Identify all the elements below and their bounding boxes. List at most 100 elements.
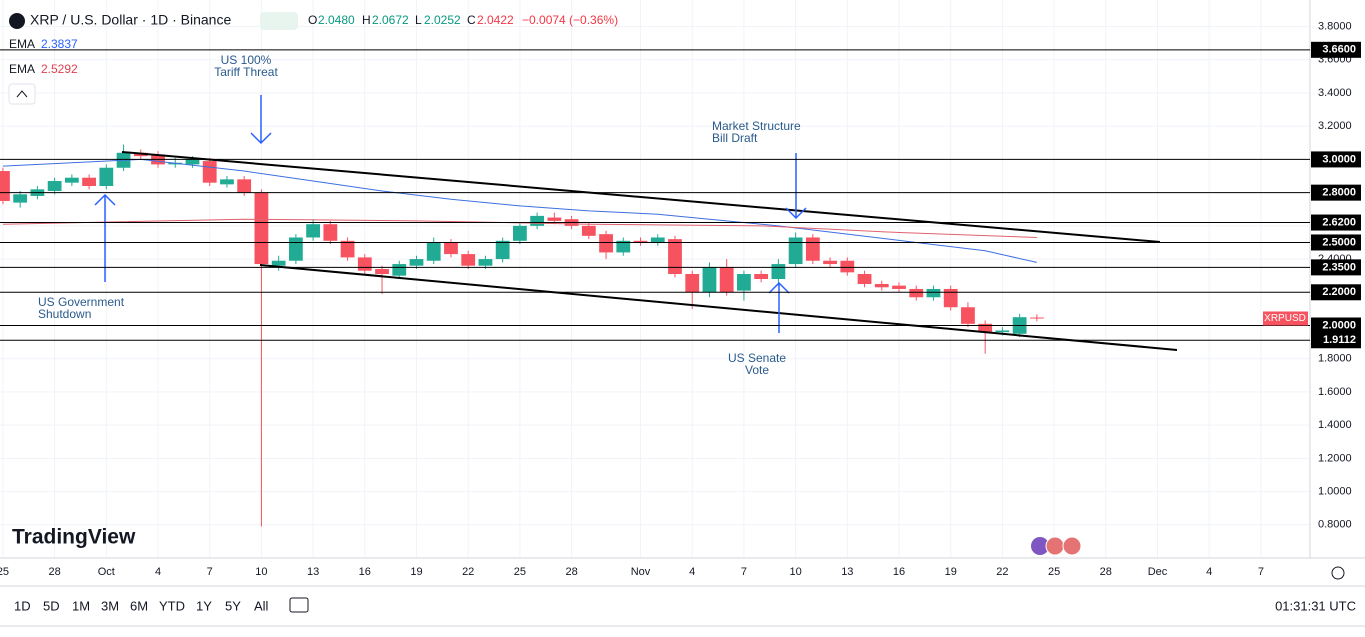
x-tick-label: 22 bbox=[996, 566, 1008, 578]
x-tick-label: 16 bbox=[359, 566, 371, 578]
change: −0.0074 (−0.36%) bbox=[522, 13, 618, 27]
level-label-bg bbox=[1311, 284, 1361, 301]
ema-line bbox=[2, 218, 1037, 238]
ohlc-label: O bbox=[308, 13, 317, 27]
candle-body bbox=[306, 224, 321, 238]
settings-icon[interactable] bbox=[1331, 566, 1345, 580]
range-button[interactable]: 1D bbox=[14, 598, 31, 613]
chevron bbox=[16, 90, 28, 98]
range-button[interactable]: 1Y bbox=[196, 598, 212, 613]
level-label: 3.0000 bbox=[1322, 153, 1356, 165]
range-button[interactable]: YTD bbox=[159, 598, 185, 613]
candle-body bbox=[668, 239, 682, 275]
candle-body bbox=[202, 161, 217, 183]
date-range-icon[interactable] bbox=[289, 597, 309, 613]
collapse-button[interactable] bbox=[8, 83, 36, 105]
ohlc-label: C bbox=[467, 13, 476, 27]
arrow bbox=[785, 153, 807, 220]
range-button[interactable]: 6M bbox=[130, 598, 148, 613]
candle-body bbox=[788, 237, 803, 265]
status-badge[interactable] bbox=[260, 12, 298, 30]
symbol-tag: XRPUSD bbox=[1264, 313, 1306, 324]
candle-body bbox=[892, 285, 906, 289]
candle-body bbox=[874, 283, 889, 288]
ema-line bbox=[2, 158, 1037, 263]
range-button[interactable]: 1M bbox=[72, 598, 90, 613]
y-tick-label: 1.8000 bbox=[1318, 353, 1352, 365]
x-tick-label: Oct bbox=[98, 566, 115, 578]
y-tick-label: 3.4000 bbox=[1318, 87, 1352, 99]
x-tick-label: 16 bbox=[893, 566, 905, 578]
event-icon[interactable] bbox=[1031, 537, 1049, 555]
level-label: 2.8000 bbox=[1322, 187, 1356, 199]
candle-body bbox=[719, 267, 734, 293]
clock: 01:31:31 UTC bbox=[1275, 598, 1356, 613]
candle-body bbox=[805, 237, 820, 261]
indicator-name[interactable]: EMA bbox=[9, 37, 35, 51]
annotation: Market Structure bbox=[712, 119, 801, 133]
candle-body bbox=[99, 167, 114, 186]
symbol-icon bbox=[9, 13, 25, 29]
x-tick-label: 10 bbox=[255, 566, 267, 578]
y-tick-label: 3.8000 bbox=[1318, 20, 1352, 32]
y-tick-label: 1.6000 bbox=[1318, 386, 1352, 398]
ohlc-label: L bbox=[415, 13, 422, 27]
x-tick-label: 25 bbox=[1048, 566, 1060, 578]
level-label-bg bbox=[1311, 234, 1361, 251]
candle-body bbox=[220, 179, 234, 185]
level-label: 3.6600 bbox=[1322, 44, 1356, 56]
level-label: 2.5000 bbox=[1322, 236, 1356, 248]
arrow bbox=[768, 281, 790, 333]
candle-body bbox=[840, 260, 855, 273]
toolbar: 1D 5D 1M 3M 6M YTD 1Y 5Y All bbox=[14, 598, 269, 613]
candle-body bbox=[909, 288, 924, 298]
range-button[interactable]: 3M bbox=[101, 598, 119, 613]
x-tick-label: 13 bbox=[307, 566, 319, 578]
trend-line bbox=[121, 151, 1161, 243]
candle-body bbox=[616, 240, 631, 253]
candle-body bbox=[754, 274, 769, 279]
candle-body bbox=[340, 240, 355, 258]
candle-body bbox=[64, 177, 79, 183]
ohlc-value: 2.0480 bbox=[318, 13, 355, 27]
indicator-name[interactable]: EMA bbox=[9, 62, 35, 76]
candle-body bbox=[495, 240, 510, 260]
range-button[interactable]: All bbox=[254, 598, 269, 613]
candle-body bbox=[288, 237, 303, 261]
annotation: US Senate bbox=[728, 351, 786, 365]
level-label-bg bbox=[1311, 184, 1361, 201]
event-icon[interactable] bbox=[1045, 536, 1065, 556]
x-tick-label: 4 bbox=[689, 566, 695, 578]
event-icon[interactable] bbox=[1062, 536, 1082, 556]
symbol-title[interactable]: XRP / U.S. Dollar · 1D · Binance bbox=[30, 12, 231, 28]
candle-body bbox=[47, 181, 62, 191]
annotation: Vote bbox=[745, 363, 769, 377]
candle-body bbox=[1029, 317, 1044, 319]
candle-body bbox=[323, 224, 338, 241]
candle-body bbox=[926, 288, 941, 298]
annotation: US 100% bbox=[221, 53, 272, 67]
indicator-value: 2.5292 bbox=[41, 62, 78, 76]
level-label: 2.0000 bbox=[1322, 319, 1356, 331]
ohlc-label: H bbox=[362, 13, 371, 27]
y-tick-label: 1.4000 bbox=[1318, 419, 1352, 431]
range-button[interactable]: 5D bbox=[43, 598, 60, 613]
level-label: 2.3500 bbox=[1322, 261, 1356, 273]
arrow bbox=[250, 95, 272, 145]
level-label-bg bbox=[1311, 214, 1361, 231]
level-label: 2.6200 bbox=[1322, 216, 1356, 228]
level-label-bg bbox=[1311, 332, 1361, 349]
x-tick-label: 28 bbox=[1100, 566, 1112, 578]
x-tick-label: 7 bbox=[207, 566, 213, 578]
x-tick-label: 4 bbox=[155, 566, 161, 578]
x-tick-label: 4 bbox=[1206, 566, 1212, 578]
x-tick-label: 22 bbox=[462, 566, 474, 578]
candle-body bbox=[702, 267, 717, 293]
y-tick-label: 3.2000 bbox=[1318, 120, 1352, 132]
y-tick-label: 1.0000 bbox=[1318, 485, 1352, 497]
level-label-bg bbox=[1311, 317, 1361, 334]
x-tick-label: 7 bbox=[1258, 566, 1264, 578]
range-button[interactable]: 5Y bbox=[225, 598, 241, 613]
